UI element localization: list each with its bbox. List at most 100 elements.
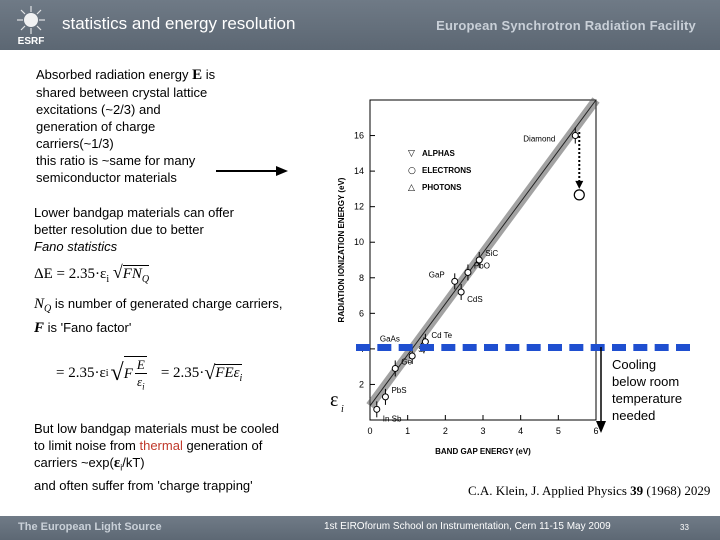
y-tick-label: 8: [359, 273, 364, 283]
lower-bandgap-paragraph: Lower bandgap materials can offer better…: [34, 204, 294, 255]
nq-definition: NQ is number of generated charge carrier…: [34, 296, 282, 315]
y-tick-label: 12: [354, 202, 364, 212]
formula2-frac-den-text: ε: [137, 374, 143, 389]
material-label: SiC: [485, 249, 498, 258]
footer-bar: [0, 516, 720, 540]
nq-symbol: N: [34, 296, 45, 312]
intro-line-1b: is: [202, 67, 216, 82]
legend-entry: PHOTONS: [422, 183, 462, 192]
legend-symbol: ▽: [408, 149, 415, 159]
data-point: [475, 256, 483, 264]
cooling-line-2: below room: [612, 374, 680, 389]
page-number: 33: [680, 523, 689, 532]
material-label: GaP: [429, 270, 445, 279]
intro-line-1: Absorbed radiation energy E is: [36, 66, 286, 84]
header-bar: [0, 0, 720, 50]
formula2-fraction: E εi: [134, 357, 147, 392]
data-point: [457, 288, 465, 296]
y-symbol-sub: i: [341, 404, 344, 415]
formula1-radicand-text: FN: [122, 266, 142, 282]
citation-volume: 39: [630, 483, 644, 498]
y-symbol: ε: [330, 389, 338, 411]
sqrt-sign-3: √: [204, 362, 216, 385]
material-label: In Sb: [383, 414, 402, 423]
legend-symbol: △: [408, 183, 415, 193]
f-symbol: F: [34, 320, 45, 336]
footer-event: 1st EIROforum School on Instrumentation,…: [324, 521, 611, 532]
intro-paragraph: Absorbed radiation energy E is shared be…: [36, 66, 286, 186]
x-tick-label: 6: [593, 426, 598, 436]
citation: C.A. Klein, J. Applied Physics 39 (1968)…: [468, 483, 710, 499]
x-tick-label: 1: [405, 426, 410, 436]
formula1-lhs: ΔE = 2.35·ε: [34, 266, 107, 282]
formula2-frac-den: εi: [137, 374, 145, 392]
formula2-radicand: F E εi: [123, 356, 147, 392]
material-label: Ge: [401, 357, 412, 366]
footer-tagline: The European Light Source: [18, 521, 162, 533]
x-tick-label: 0: [367, 426, 372, 436]
x-tick-label: 5: [556, 426, 561, 436]
material-label: PbS: [391, 386, 406, 395]
cooling-line-3: temperature: [612, 391, 683, 406]
citation-author: C.A. Klein, J. Applied Physics: [468, 483, 631, 498]
material-label: CdS: [467, 295, 483, 304]
organization-name: European Synchrotron Radiation Facility: [436, 18, 696, 33]
formula2-radicand2-sub: i: [239, 372, 243, 384]
diamond-arrow-head: [575, 180, 584, 189]
nq-sub: Q: [44, 303, 52, 315]
material-label: Diamond: [523, 135, 555, 144]
bottom-line-3: carriers ~exp(εi/kT): [34, 454, 334, 477]
x-tick-label: 3: [480, 426, 485, 436]
bottom-line-3b: /kT): [122, 455, 145, 470]
formula2-radicand2-text: FEε: [215, 364, 240, 381]
y-tick-label: 14: [354, 166, 364, 176]
lower-line-2: better resolution due to better: [34, 222, 204, 237]
slide-title: statistics and energy resolution: [62, 14, 296, 33]
formula2-frac-num: E: [134, 357, 147, 374]
intro-line-4: generation of charge: [36, 119, 156, 134]
cooling-line-1: Cooling: [612, 357, 657, 372]
energy-symbol: E: [192, 67, 203, 83]
formula2-frac-den-sub: i: [142, 381, 145, 392]
data-point: [391, 364, 399, 372]
data-point: [571, 132, 579, 140]
x-tick-label: 4: [518, 426, 523, 436]
legend-entry: ALPHAS: [422, 149, 456, 158]
bottom-line-2b: generation of: [182, 438, 263, 453]
logo-text: ESRF: [18, 36, 45, 46]
y-tick-label: 16: [354, 131, 364, 141]
material-label: PbO: [474, 261, 490, 270]
formula2-radicand2: FEεi: [215, 363, 243, 384]
y-tick-label: 6: [359, 308, 364, 318]
y-tick-label: 2: [359, 379, 364, 389]
legend-entry: ELECTRONS: [422, 166, 472, 175]
citation-rest: (1968) 2029: [643, 483, 711, 498]
room-temperature-dashed-line: [356, 344, 690, 351]
formula2-f: F: [123, 365, 133, 382]
epsilon-symbol: ε: [113, 455, 121, 471]
intro-line-2: shared between crystal lattice: [36, 85, 208, 100]
bottom-line-3a: carriers ~exp(: [34, 455, 114, 470]
bottom-line-1: But low bandgap materials must be cooled: [34, 421, 279, 436]
data-point: [451, 277, 459, 285]
bottom-line-2a: to limit noise from: [34, 438, 140, 453]
formula-fano-expanded: = 2.35·ε i √ F E εi = 2.35· √ FEεi: [56, 356, 243, 392]
material-label: Cd Te: [431, 331, 452, 340]
formula2-eq1: = 2.35·ε: [56, 365, 106, 382]
x-axis-label: BAND GAP ENERGY (eV): [435, 447, 531, 456]
data-point: [373, 405, 381, 413]
y-axis-label: RADIATION IONIZATION ENERGY (eV): [337, 177, 346, 322]
bottom-line-2: to limit noise from thermal generation o…: [34, 437, 334, 454]
right-arrow-icon: [216, 166, 288, 176]
esrf-logo-icon: ESRF: [17, 6, 45, 46]
epsilon-sub: i: [120, 462, 123, 473]
formula2-eq2: = 2.35·: [160, 365, 205, 382]
formula1-sub-i: i: [106, 274, 110, 285]
lower-line-3: Fano statistics: [34, 239, 118, 254]
formula2-sub-i: i: [105, 368, 109, 380]
formula1-sub-q: Q: [141, 274, 150, 285]
legend-symbol: ○: [408, 166, 416, 176]
bottom-paragraph: But low bandgap materials must be cooled…: [34, 420, 334, 494]
intro-line-6: this ratio is ~same for many: [36, 153, 196, 168]
